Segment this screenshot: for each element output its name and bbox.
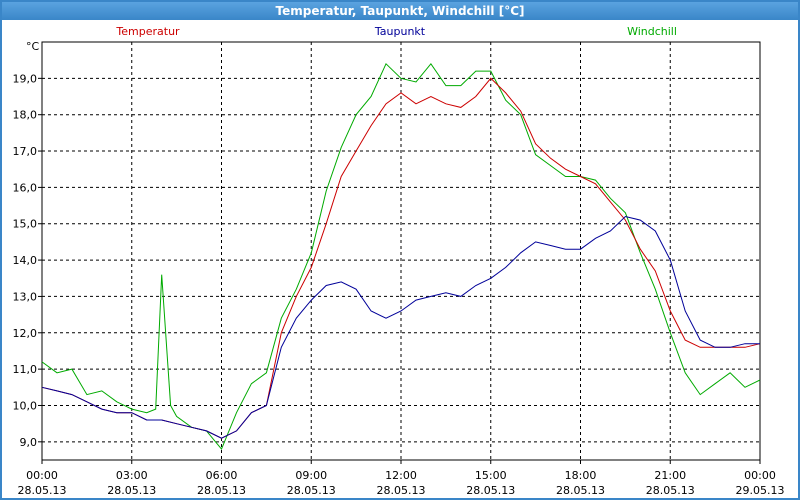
x-tick-date: 28.05.13	[107, 484, 156, 497]
x-tick-date: 28.05.13	[18, 484, 67, 497]
x-tick-time: 06:00	[206, 469, 238, 482]
x-tick-date: 28.05.13	[377, 484, 426, 497]
y-tick-label: 19,0	[13, 72, 38, 85]
y-unit-label: °C	[26, 40, 40, 53]
x-tick-time: 18:00	[565, 469, 597, 482]
y-tick-label: 16,0	[13, 181, 38, 194]
x-tick-time: 15:00	[475, 469, 507, 482]
y-tick-label: 14,0	[13, 254, 38, 267]
x-tick-date: 28.05.13	[287, 484, 336, 497]
series-line-taupunkt	[41, 215, 760, 439]
y-tick-label: 11,0	[13, 363, 38, 376]
y-tick-label: 17,0	[13, 145, 38, 158]
y-tick-label: 15,0	[13, 218, 38, 231]
y-axis: 9,0 10,0 11,0 12,0 13,0 14,0 15,0 16,0 17,0 18,0 1…	[13, 72, 42, 449]
y-tick-label: 18,0	[13, 109, 38, 122]
x-tick-date: 28.05.13	[556, 484, 605, 497]
x-tick-time: 03:00	[116, 469, 148, 482]
y-tick-label: 12,0	[13, 327, 38, 340]
x-tick-time: 00:00	[26, 469, 58, 482]
y-tick-label: 9,0	[20, 436, 38, 449]
window-title: Temperatur, Taupunkt, Windchill [°C]	[2, 2, 798, 20]
legend-taupunkt: Taupunkt	[374, 25, 426, 38]
y-tick-label: 13,0	[13, 290, 38, 303]
y-tick-label: 10,0	[13, 399, 38, 412]
x-tick-date: 28.05.13	[646, 484, 695, 497]
x-tick-date: 29.05.13	[736, 484, 785, 497]
x-tick-time: 12:00	[385, 469, 417, 482]
grid	[42, 42, 760, 460]
x-tick-time: 00:00	[744, 469, 776, 482]
series-group	[41, 62, 761, 451]
x-tick-time: 09:00	[295, 469, 327, 482]
x-tick-time: 21:00	[654, 469, 686, 482]
legend-windchill: Windchill	[627, 25, 677, 38]
x-tick-date: 28.05.13	[197, 484, 246, 497]
legend-temperatur: Temperatur	[115, 25, 180, 38]
x-tick-date: 28.05.13	[466, 484, 515, 497]
x-axis: 00:00 28.05.13 03:00 28.05.13 06:00 28.05.13 0…	[18, 460, 785, 497]
